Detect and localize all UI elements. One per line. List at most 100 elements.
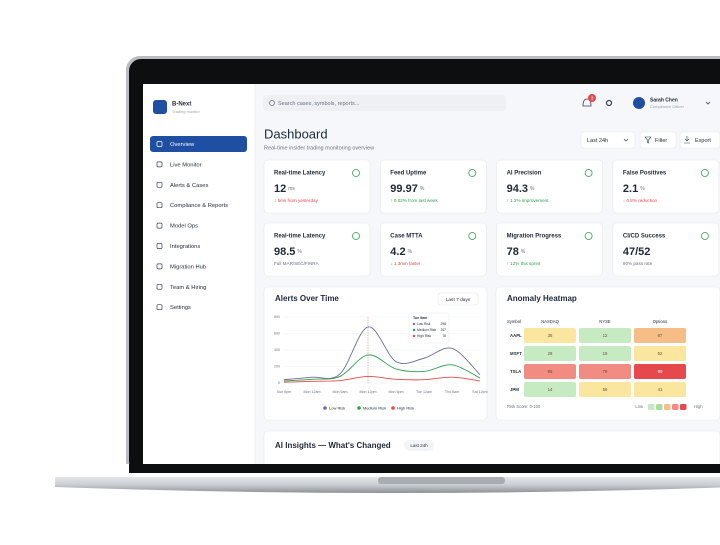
series-line	[283, 354, 481, 382]
nav-item[interactable]: Live Monitor	[170, 162, 202, 168]
card-unit: %	[521, 249, 526, 255]
tooltip-swatch	[412, 328, 416, 332]
card-value-line: 99.97%	[390, 183, 425, 195]
avatar[interactable]	[633, 97, 645, 109]
card-icon	[468, 232, 477, 240]
nav-icon	[156, 304, 163, 311]
user-name: Sarah Chen	[650, 97, 678, 103]
card-note: Full MAR/SEC/FINRA	[274, 261, 320, 266]
nav-item[interactable]: Overview	[170, 142, 195, 148]
y-tick-label: 800	[274, 315, 280, 319]
logo	[153, 100, 167, 114]
card-value: 47/52	[623, 246, 651, 258]
metric-card	[612, 222, 720, 277]
metric-card	[263, 222, 371, 277]
nav-item[interactable]: Team & Hiring	[170, 285, 206, 291]
nav-item[interactable]: Integrations	[170, 244, 200, 250]
heat-cell	[634, 346, 686, 361]
tooltip	[408, 312, 450, 344]
cell-value: 28	[548, 351, 553, 356]
metric-card	[263, 159, 371, 214]
nav-icon	[156, 283, 163, 290]
card-note: ↑ 12% this sprint	[507, 261, 541, 266]
tooltip-name: Low Risk	[417, 322, 431, 326]
tooltip-swatch	[412, 322, 416, 326]
nav-item[interactable]: Alerts & Cases	[170, 183, 208, 189]
card-value-line: 4.2%	[390, 246, 412, 258]
heat-cell	[524, 328, 576, 343]
nav-item[interactable]: Migration Hub	[170, 264, 206, 270]
range-button[interactable]	[437, 292, 479, 306]
card-icon	[701, 232, 709, 240]
filter-button[interactable]	[639, 131, 677, 149]
search-box[interactable]	[263, 95, 506, 111]
card-unit: ms	[288, 186, 295, 192]
card-value: 94.3	[507, 183, 528, 195]
cell-value: 14	[548, 387, 553, 392]
nav-item[interactable]: Model Ops	[170, 224, 198, 230]
panel-title: Alerts Over Time	[275, 294, 339, 303]
heat-cell	[634, 382, 686, 397]
card-note: ↓ 1.3min faster	[390, 261, 421, 266]
heat-cell	[579, 346, 631, 361]
x-tick-label: Sat 12pm	[472, 390, 487, 394]
settings-icon[interactable]	[605, 99, 613, 107]
card-value: 78	[507, 246, 519, 258]
legend-label: Medium Risk	[363, 406, 386, 411]
range-label: Last 24h	[410, 443, 428, 448]
card-unit: %	[420, 186, 425, 192]
scale-swatch	[680, 404, 687, 410]
x-tick-label: Mon 12am	[304, 390, 321, 394]
filter-label: Filter	[655, 138, 667, 144]
tooltip-swatch	[412, 334, 416, 338]
cell-value: 85	[548, 369, 553, 374]
heat-cell	[579, 382, 631, 397]
cell-value: 35	[548, 333, 553, 338]
range-chip	[404, 440, 434, 451]
card-value: 98.5	[274, 246, 295, 258]
notification-badge: 3	[591, 96, 594, 101]
column-header: NASDAQ	[541, 319, 559, 324]
legend-label: Low Risk	[329, 406, 345, 411]
heat-cell	[634, 328, 686, 343]
x-tick-label: Sun 6pm	[277, 390, 291, 394]
card-title: Real-time Latency	[274, 234, 326, 240]
legend-swatch	[357, 406, 361, 410]
row-symbol: TSLA	[510, 369, 521, 374]
card-title: False Positives	[623, 171, 667, 177]
nav-item[interactable]: Compliance & Reports	[170, 203, 228, 209]
nav-active	[150, 136, 247, 152]
metric-card	[496, 159, 603, 214]
search-placeholder: Search cases, symbols, reports...	[278, 101, 360, 107]
heat-cell	[524, 364, 576, 379]
export-button[interactable]	[679, 131, 720, 149]
y-tick-label: 400	[274, 348, 280, 352]
range-select[interactable]	[580, 131, 636, 149]
card-title: Feed Uptime	[390, 171, 427, 177]
heat-cell	[579, 364, 631, 379]
row-symbol: JPM	[510, 387, 519, 392]
series-line	[283, 326, 481, 381]
tooltip-value: 298	[440, 322, 446, 326]
card-icon	[701, 169, 709, 177]
panel-title: AI Insights — What's Changed	[275, 441, 391, 450]
cell-value: 67	[658, 333, 663, 338]
card-value: 12	[274, 183, 286, 195]
legend-swatch	[391, 406, 395, 410]
card-value-line: 47/52	[623, 246, 651, 258]
metric-card	[379, 222, 487, 277]
x-tick-label: Tue 12am	[416, 390, 432, 394]
nav-icon	[156, 181, 163, 188]
range-label: Last 24h	[587, 138, 608, 144]
y-tick-label: 600	[274, 331, 280, 335]
card-unit: %	[408, 249, 413, 255]
panel-title: Anomaly Heatmap	[507, 294, 577, 303]
nav-item[interactable]: Settings	[170, 305, 191, 311]
card-icon	[352, 169, 360, 177]
card-title: Real-time Latency	[274, 171, 326, 177]
cell-value: 76	[603, 369, 608, 374]
bell-icon[interactable]	[582, 98, 592, 107]
card-value-line: 2.1%	[623, 183, 645, 195]
card-icon	[584, 232, 593, 240]
